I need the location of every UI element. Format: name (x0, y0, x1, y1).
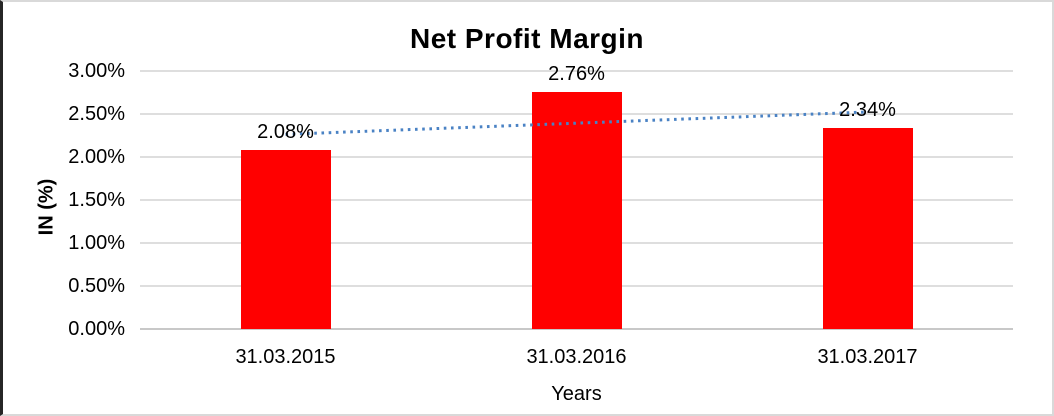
y-axis-tick-label: 1.50% (68, 189, 125, 211)
x-axis-title: Years (551, 383, 602, 405)
data-label: 2.76% (548, 62, 605, 85)
x-axis-line (140, 328, 1013, 330)
y-axis-tick-label: 0.00% (68, 318, 125, 340)
x-axis-tick-label: 31.03.2016 (526, 346, 627, 368)
data-label: 2.34% (839, 98, 896, 121)
y-axis-tick-label: 3.00% (68, 60, 125, 82)
x-axis-tick-label: 31.03.2017 (817, 346, 918, 368)
bar-31.03.2015 (240, 150, 331, 329)
bar-31.03.2016 (531, 91, 622, 329)
y-axis-tick-label: 0.50% (68, 275, 125, 297)
y-axis-tick-label: 2.50% (68, 103, 125, 125)
x-axis-tick-label: 31.03.2015 (235, 346, 336, 368)
y-axis-tick-label: 2.00% (68, 146, 125, 168)
bar-31.03.2017 (822, 127, 913, 329)
data-label: 2.08% (257, 121, 314, 144)
gridline (140, 70, 1013, 72)
chart-title: Net Profit Margin (409, 23, 645, 54)
y-axis-tick-label: 1.00% (68, 232, 125, 254)
